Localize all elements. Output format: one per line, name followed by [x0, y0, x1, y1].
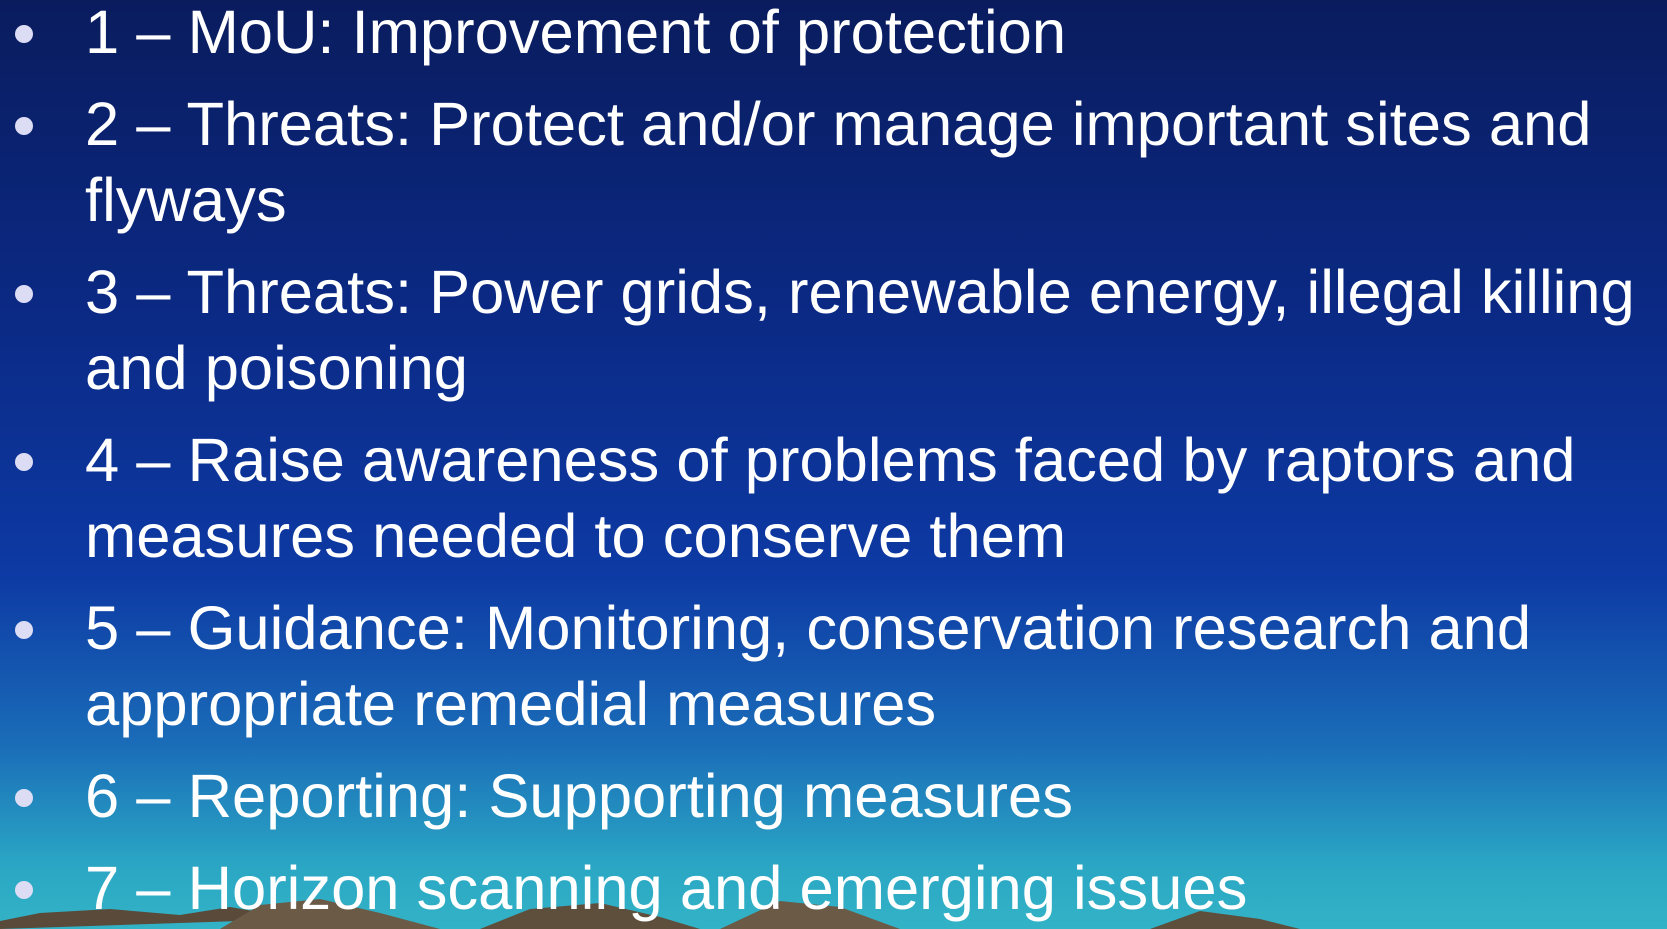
- bullet-text: 1 – MoU: Improvement of protection: [85, 0, 1066, 67]
- bullet: [15, 25, 33, 43]
- bullet-text: 6 – Reporting: Supporting measures: [85, 762, 1073, 831]
- bullet-list: 1 – MoU: Improvement of protection 2 – Th…: [0, 0, 1660, 929]
- bullet-item: 1 – MoU: Improvement of protection: [0, 0, 1660, 71]
- bullet-text: 4 – Raise awareness of problems faced by…: [85, 426, 1575, 571]
- bullet-item: 4 – Raise awareness of problems faced by…: [0, 423, 1660, 575]
- slide: 1 – MoU: Improvement of protection 2 – Th…: [0, 0, 1667, 929]
- bullet: [15, 285, 33, 303]
- bullet: [15, 881, 33, 899]
- bullet-item: 5 – Guidance: Monitoring, conservation r…: [0, 591, 1660, 743]
- bullet-text: 7 – Horizon scanning and emerging issues: [85, 854, 1247, 923]
- bullet: [15, 621, 33, 639]
- bullet: [15, 789, 33, 807]
- bullet-text: 5 – Guidance: Monitoring, conservation r…: [85, 594, 1531, 739]
- bullet: [15, 453, 33, 471]
- bullet-item: 3 – Threats: Power grids, renewable ener…: [0, 255, 1660, 407]
- bullet-item: 7 – Horizon scanning and emerging issues: [0, 851, 1660, 927]
- bullet-item: 6 – Reporting: Supporting measures: [0, 759, 1660, 835]
- bullet-text: 3 – Threats: Power grids, renewable ener…: [85, 258, 1635, 403]
- bullet-item: 2 – Threats: Protect and/or manage impor…: [0, 87, 1660, 239]
- bullet: [15, 117, 33, 135]
- bullet-text: 2 – Threats: Protect and/or manage impor…: [85, 90, 1591, 235]
